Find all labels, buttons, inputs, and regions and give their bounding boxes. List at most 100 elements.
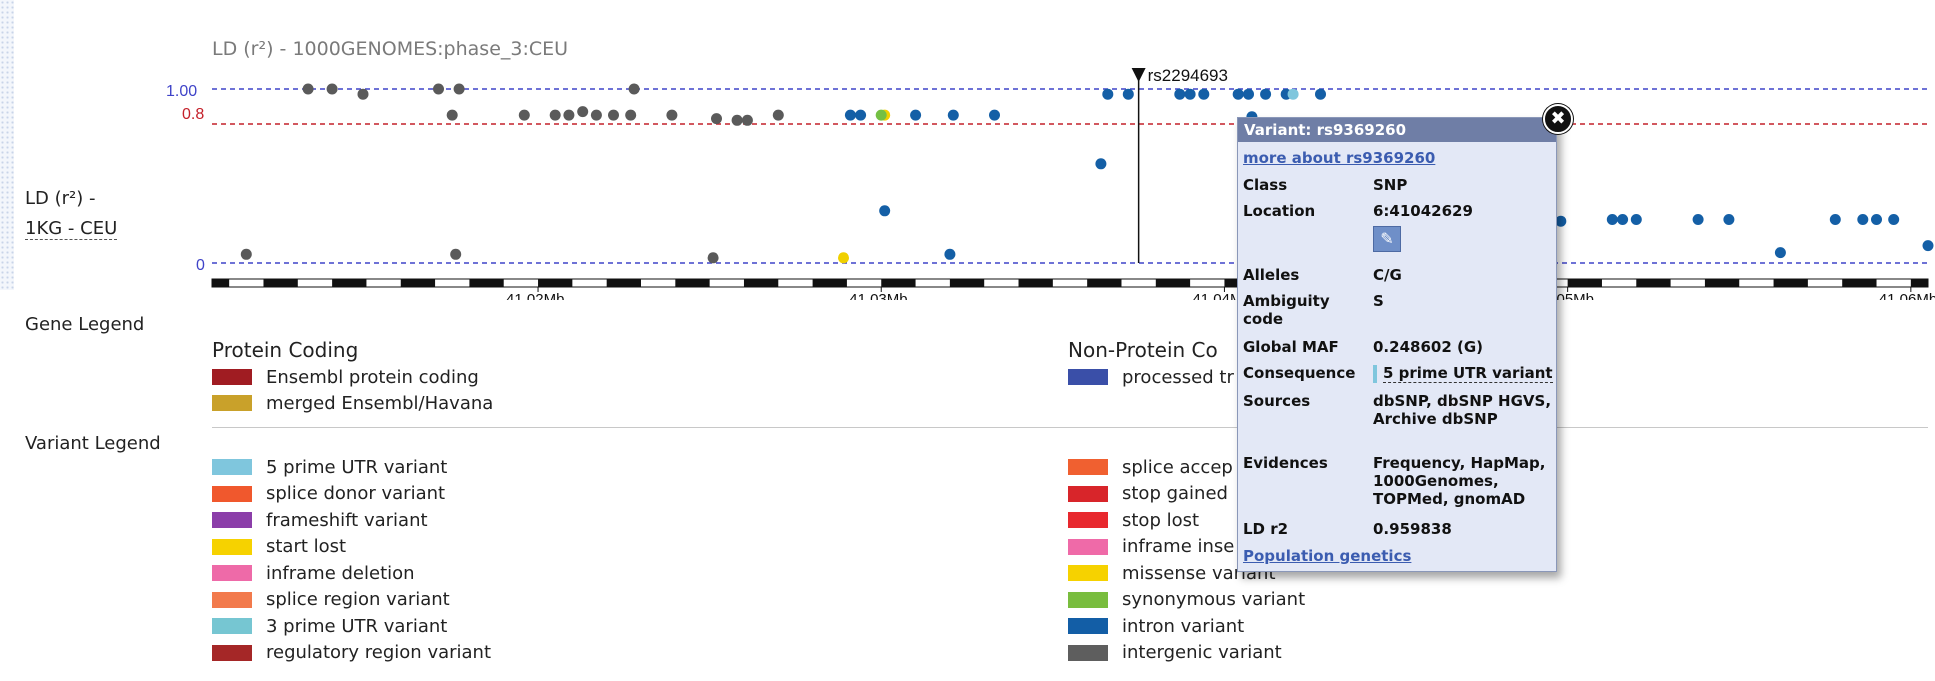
ld-point-intron-variant-30[interactable]: [1723, 214, 1735, 225]
scale-segment: [263, 279, 298, 287]
legend-swatch: [1068, 538, 1108, 555]
legend-label: 3 prime UTR variant: [266, 615, 448, 637]
x-tick-label: 41.03Mb: [849, 291, 907, 300]
focus-variant-label: rs2294693: [1148, 66, 1228, 85]
ld-point-intron-variant-3[interactable]: [947, 109, 959, 121]
variant-legend-item-start-lost: start lost: [212, 536, 346, 558]
ld-point-intergenic-variant-2[interactable]: [326, 83, 338, 95]
ld-point-intergenic-variant-7[interactable]: [518, 109, 530, 121]
legend-label: merged Ensembl/Havana: [266, 392, 494, 414]
ld-point-intron-variant-2[interactable]: [910, 109, 922, 121]
variant-legend-item-inframe-inse: inframe inse: [1068, 536, 1234, 558]
x-tick-label: 41.05Mb: [1536, 291, 1594, 300]
ld-point-intergenic-variant-18[interactable]: [731, 114, 743, 126]
ld-point-intron-variant-51[interactable]: [1922, 240, 1934, 252]
ld-point-intergenic-variant-0[interactable]: [240, 248, 252, 260]
ld-point-intergenic-variant-11[interactable]: [590, 109, 602, 121]
x-tick-label: 41.04Mb: [1192, 291, 1250, 300]
ld-point-intron-variant-27[interactable]: [1617, 214, 1629, 225]
ld-points: [240, 83, 1934, 264]
scale-segment: [1773, 279, 1808, 287]
ld-point-intron-variant-14[interactable]: [1315, 88, 1326, 100]
ld-point-intron-variant-31[interactable]: [1829, 214, 1841, 225]
ld-point-intron-variant-25[interactable]: [1555, 215, 1567, 227]
ld-point-intron-variant-5[interactable]: [1102, 88, 1114, 100]
ld-point-intergenic-variant-6[interactable]: [446, 109, 458, 121]
ld-point-intergenic-variant-17[interactable]: [711, 113, 722, 125]
legend-swatch: [212, 644, 252, 661]
class-label: Class: [1243, 176, 1288, 194]
ld-point-intron-variant-9[interactable]: [1198, 88, 1210, 100]
variant-legend-item-5-prime-utr-variant: 5 prime UTR variant: [212, 456, 447, 478]
ld-point-intron-variant-34[interactable]: [1888, 214, 1900, 225]
ld-point-intron-variant-7[interactable]: [1174, 88, 1186, 100]
variant-legend-title: Variant Legend: [25, 433, 161, 454]
ld-point-intergenic-variant-3[interactable]: [357, 88, 369, 100]
more-about-link[interactable]: more about rs9369260: [1243, 149, 1436, 167]
legend-label: intron variant: [1122, 615, 1245, 637]
legend-swatch: [212, 369, 252, 385]
ld-point-intergenic-variant-19[interactable]: [741, 114, 753, 126]
ld-point-intron-variant-8[interactable]: [1184, 88, 1196, 100]
ld-point-intron-variant-12[interactable]: [1260, 88, 1272, 100]
close-icon[interactable]: ✖: [1543, 104, 1573, 134]
population-genetics-link[interactable]: Population genetics: [1243, 547, 1412, 565]
ambiguity-value: S: [1373, 292, 1384, 310]
legend-swatch: [1068, 644, 1108, 661]
ld-point-intron-variant-44[interactable]: [1774, 247, 1786, 259]
popup-title: Variant: rs9369260: [1238, 118, 1556, 142]
ld-point-intron-variant-17[interactable]: [879, 205, 891, 217]
scale-segment: [949, 279, 985, 287]
ld-point-intron-variant-4[interactable]: [989, 109, 1000, 121]
ld-point-intron-variant-32[interactable]: [1857, 214, 1869, 225]
ld-point-intron-variant-26[interactable]: [1606, 214, 1618, 225]
ld-point-intron-variant-11[interactable]: [1243, 88, 1254, 100]
ld-point-intergenic-variant-14[interactable]: [625, 109, 637, 121]
ld-point-intron-variant-28[interactable]: [1630, 214, 1642, 225]
scale-segment: [469, 279, 504, 287]
legend-swatch: [212, 459, 252, 475]
scale-segment: [1910, 279, 1928, 287]
legend-separator: [212, 427, 1928, 428]
ld-point-intron-variant-33[interactable]: [1871, 214, 1882, 225]
ld-point-intergenic-variant-13[interactable]: [628, 83, 640, 95]
sources-label: Sources: [1243, 392, 1311, 410]
ld-point-intron-variant-0[interactable]: [844, 109, 856, 121]
ld-point-intron-variant-1[interactable]: [855, 109, 867, 121]
legend-swatch: [212, 485, 252, 502]
ld-point-intergenic-variant-5[interactable]: [453, 83, 465, 95]
ld-point-intergenic-variant-16[interactable]: [666, 109, 678, 121]
legend-label: start lost: [266, 536, 347, 557]
ld-point-intergenic-variant-15[interactable]: [450, 248, 462, 260]
maf-label: Global MAF: [1243, 338, 1339, 356]
consequence-value[interactable]: 5 prime UTR variant: [1383, 364, 1553, 383]
ld-point-intron-variant-10[interactable]: [1232, 88, 1244, 100]
ld-point-missense-variant-0[interactable]: [838, 252, 849, 264]
ld-point-intergenic-variant-20[interactable]: [772, 109, 784, 121]
variant-legend-item-3-prime-utr-variant: 3 prime UTR variant: [212, 615, 447, 637]
scale-segment: [1155, 279, 1191, 287]
ld-point-5-prime-UTR-variant-0[interactable]: [1287, 88, 1299, 100]
ld-point-intron-variant-16[interactable]: [1095, 158, 1107, 170]
ld-point-intergenic-variant-8[interactable]: [549, 109, 561, 121]
ld-point-intergenic-variant-4[interactable]: [433, 83, 444, 95]
ld-point-intergenic-variant-1[interactable]: [302, 83, 314, 95]
focus-marker[interactable]: rs2294693: [1131, 66, 1228, 263]
legend-swatch: [1068, 485, 1108, 502]
ld-r2-value: 0.959838: [1373, 520, 1452, 538]
scale-segment: [1087, 279, 1122, 287]
ld-point-intron-variant-29[interactable]: [1692, 214, 1704, 225]
ld-point-intergenic-variant-12[interactable]: [608, 109, 619, 121]
ld-point-intron-variant-6[interactable]: [1122, 88, 1134, 100]
non-protein-coding-heading: Non-Protein Co: [1068, 338, 1218, 362]
edit-pencil-icon[interactable]: ✎: [1373, 226, 1401, 252]
ld-point-synonymous-variant-0[interactable]: [875, 109, 887, 121]
ld-point-intergenic-variant-10[interactable]: [577, 106, 589, 118]
protein-coding-heading: Protein Coding: [212, 338, 359, 362]
legend-swatch: [1068, 618, 1108, 634]
ld-point-intergenic-variant-9[interactable]: [563, 109, 575, 121]
ld-point-intergenic-variant-21[interactable]: [707, 252, 719, 264]
ld-point-intron-variant-18[interactable]: [944, 248, 956, 260]
variant-legend-item-stop-lost: stop lost: [1068, 509, 1199, 531]
track-label-line2[interactable]: 1KG - CEU: [25, 218, 118, 240]
